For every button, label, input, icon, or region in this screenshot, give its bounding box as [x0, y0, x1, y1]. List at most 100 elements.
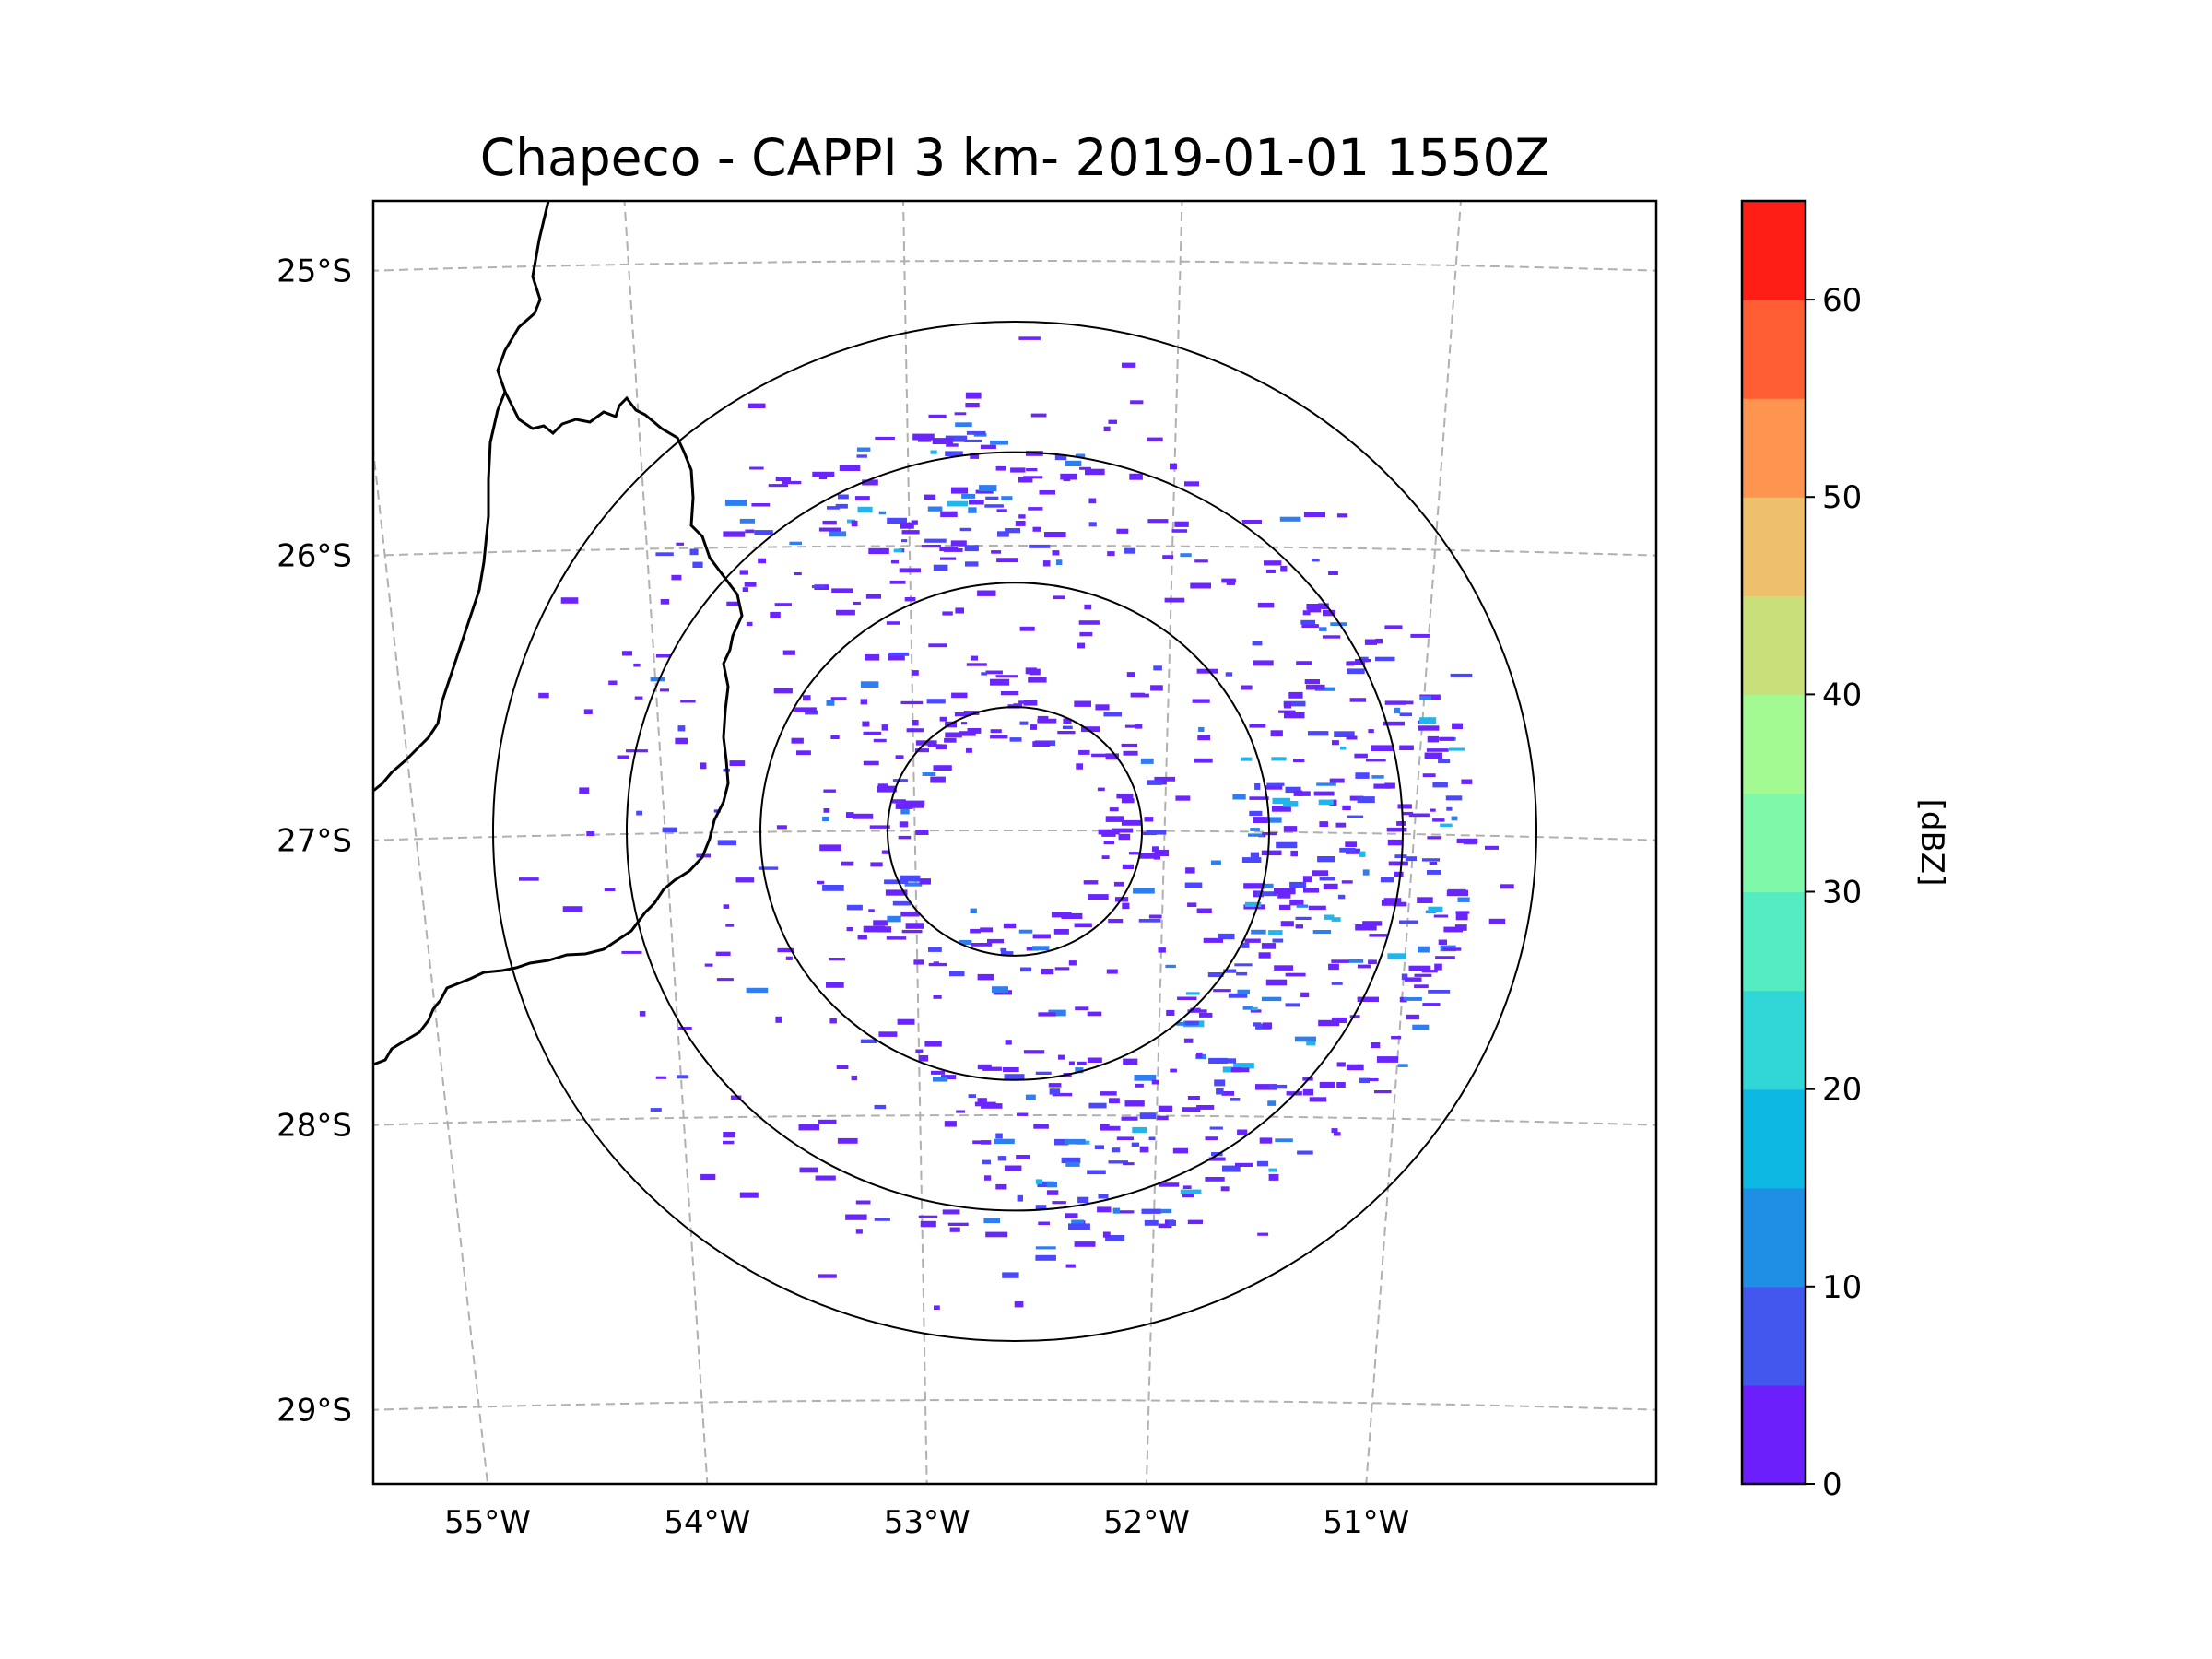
echo-cell: [1319, 821, 1329, 827]
echo-cell: [1454, 924, 1467, 931]
echo-cell: [897, 1018, 915, 1025]
echo-cell: [1222, 1165, 1241, 1172]
echo-cell: [1266, 782, 1285, 786]
echo-cell: [854, 496, 870, 501]
echo-cell: [1232, 794, 1246, 800]
echo-cell: [1170, 463, 1177, 470]
colorbar-segment-2: [1742, 1187, 1806, 1288]
echo-cell: [985, 496, 999, 500]
echo-cell: [1214, 1079, 1226, 1087]
echo-cell: [1312, 559, 1320, 562]
echo-cell: [980, 444, 996, 450]
echo-cell: [1033, 1124, 1049, 1129]
echo-cell: [1109, 1098, 1120, 1104]
echo-cell: [1018, 514, 1026, 519]
echo-cell: [1347, 661, 1365, 665]
echo-cell: [991, 550, 1002, 554]
echo-cell: [775, 1016, 782, 1023]
echo-cell: [1264, 883, 1274, 889]
echo-cell: [1283, 826, 1298, 832]
echo-cell: [1177, 996, 1197, 1000]
echo-cell: [836, 609, 855, 616]
echo-cell: [1339, 847, 1356, 853]
echo-cell: [1109, 807, 1119, 812]
echo-cell: [1048, 1083, 1062, 1088]
echo-cell: [1077, 1196, 1089, 1204]
echo-cell: [746, 987, 769, 994]
echo-cell: [1151, 1079, 1159, 1085]
echo-cell: [1208, 1157, 1226, 1161]
echo-cell: [1185, 867, 1195, 874]
echo-cell: [655, 654, 671, 658]
echo-cell: [853, 813, 874, 819]
echo-cell: [1158, 1105, 1173, 1112]
echo-cell: [1046, 1190, 1059, 1195]
echo-cell: [1432, 782, 1448, 788]
echo-cell: [749, 466, 764, 470]
echo-cell: [1235, 1162, 1253, 1167]
echo-cell: [1354, 753, 1368, 759]
echo-cell: [886, 621, 900, 625]
echo-cell: [1123, 1162, 1135, 1166]
echo-cell: [1065, 1161, 1080, 1167]
echo-cell: [758, 558, 766, 564]
echo-cell: [1257, 891, 1278, 897]
echo-cell: [857, 506, 873, 513]
echo-cell: [980, 1140, 992, 1145]
echo-cell: [964, 545, 979, 552]
parallel-4: [373, 1399, 1656, 1411]
echo-cell: [1130, 400, 1144, 405]
echo-cell: [1427, 870, 1441, 875]
echo-cell: [730, 1095, 742, 1100]
echo-cell: [660, 688, 669, 692]
echo-cell: [1414, 984, 1429, 989]
echo-cell: [1500, 884, 1514, 889]
echo-cell: [1113, 881, 1124, 887]
parallel-1: [373, 545, 1656, 557]
echo-cell: [992, 986, 1008, 993]
echo-cell: [1004, 1074, 1025, 1080]
echo-cell: [1349, 795, 1364, 801]
echo-cell: [1208, 1057, 1228, 1064]
echo-cell: [1194, 758, 1213, 763]
echo-cell: [1371, 745, 1394, 751]
echo-cell: [944, 1121, 957, 1127]
echo-cell: [1410, 633, 1430, 638]
echo-cell: [1041, 968, 1054, 975]
echo-cell: [1283, 700, 1306, 707]
echo-cell: [1394, 854, 1407, 858]
echo-cell: [1274, 888, 1296, 895]
echo-cell: [1061, 912, 1083, 919]
echo-cell: [1157, 1115, 1169, 1121]
echo-cell: [1230, 1098, 1241, 1101]
echo-cell: [1025, 667, 1037, 675]
echo-cell: [990, 729, 1002, 734]
echo-cell: [1139, 1112, 1157, 1120]
echo-cell: [1083, 880, 1099, 885]
echo-cell: [1241, 520, 1262, 524]
echo-cell: [1334, 1132, 1341, 1136]
echo-cell: [1331, 917, 1341, 922]
echo-cell: [837, 1137, 858, 1144]
echo-cell: [1323, 609, 1335, 617]
echo-cell: [1185, 992, 1200, 995]
echo-cell: [1196, 1105, 1215, 1110]
echo-cell: [995, 465, 1006, 471]
echo-cell: [1182, 1194, 1194, 1198]
echo-cell: [639, 1011, 646, 1017]
echo-cell: [1014, 1301, 1024, 1308]
echo-cell: [865, 594, 881, 599]
echo-cell: [1205, 1136, 1218, 1141]
echo-cell: [860, 1039, 877, 1043]
echo-cell: [878, 1031, 898, 1037]
echo-cell: [1194, 559, 1208, 563]
echo-cell: [1445, 795, 1463, 801]
echo-cell: [1233, 1063, 1254, 1069]
echo-cell: [1439, 736, 1455, 741]
echo-cell: [1359, 851, 1366, 857]
echo-cell: [1249, 724, 1266, 728]
echo-cell: [851, 520, 858, 527]
echo-cell: [965, 403, 980, 408]
echo-cell: [1165, 964, 1176, 969]
echo-cell: [967, 728, 982, 734]
